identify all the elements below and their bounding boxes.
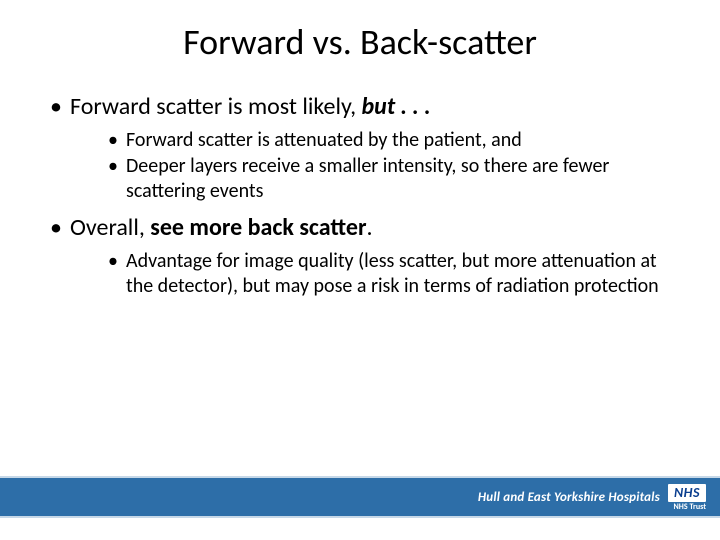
- bullet-text-bold: but . . .: [362, 92, 431, 121]
- bullet-level2: Advantage for image quality (less scatte…: [106, 249, 688, 298]
- bullet-text: Advantage for image quality (less scatte…: [126, 249, 659, 297]
- footer-org-text: Hull and East Yorkshire Hospitals: [478, 490, 660, 505]
- footer-band: Hull and East Yorkshire Hospitals NHS NH…: [0, 476, 720, 518]
- footer-logo: Hull and East Yorkshire Hospitals NHS NH…: [478, 484, 706, 511]
- nhs-trust-text: NHS Trust: [674, 503, 706, 511]
- nhs-badge: NHS: [668, 484, 706, 502]
- spacer: [48, 205, 688, 213]
- bullet-level1: Forward scatter is most likely, but . . …: [48, 92, 688, 122]
- bullet-level1: Overall, see more back scatter.: [48, 213, 688, 243]
- bullet-level2: Deeper layers receive a smaller intensit…: [106, 154, 688, 203]
- bullet-text: Forward scatter is most likely,: [70, 92, 362, 121]
- bullet-level2: Forward scatter is attenuated by the pat…: [106, 128, 688, 152]
- bullet-text: Overall,: [70, 213, 150, 242]
- bullet-text: .: [367, 213, 373, 242]
- bullet-text: Forward scatter is attenuated by the pat…: [126, 128, 522, 152]
- slide-content: Forward scatter is most likely, but . . …: [0, 92, 720, 298]
- nhs-block: NHS NHS Trust: [668, 484, 706, 511]
- slide: Forward vs. Back-scatter Forward scatter…: [0, 0, 720, 540]
- bullet-text: Deeper layers receive a smaller intensit…: [126, 154, 609, 202]
- slide-title: Forward vs. Back-scatter: [0, 20, 720, 64]
- bullet-text-bold: see more back scatter: [150, 213, 366, 242]
